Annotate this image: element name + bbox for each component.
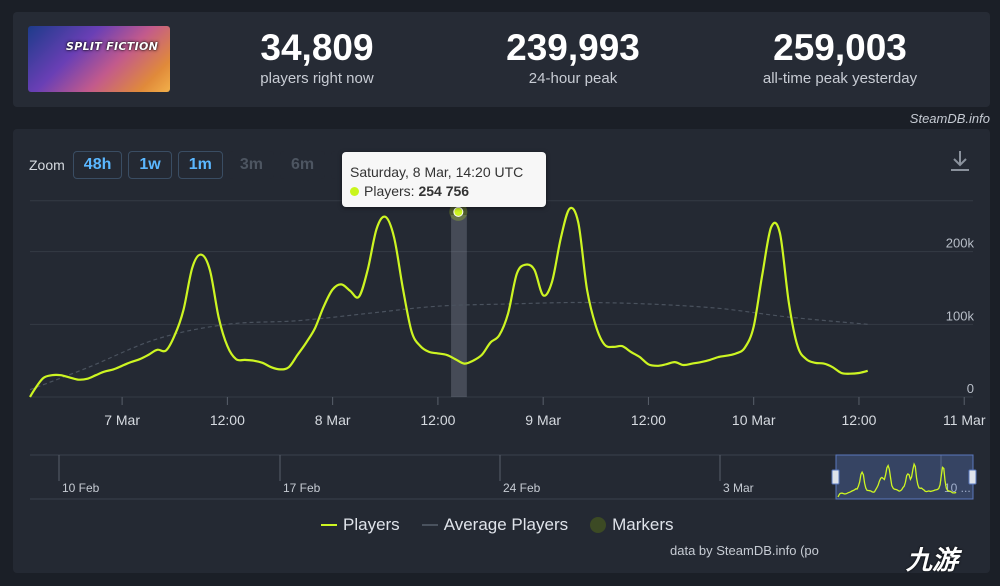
x-tick-label: 12:00 [210,412,245,428]
data-credit[interactable]: data by SteamDB.info (po [670,543,819,558]
navigator-players-line [837,462,957,498]
stat-players-now: 34,809 players right now [202,27,432,88]
legend-item-average[interactable]: Average Players [421,515,569,535]
tooltip-series-value: 254 756 [418,183,470,199]
chart-tooltip: Saturday, 8 Mar, 14:20 UTC Players: 254 … [342,152,546,207]
y-tick-label: 100k [946,308,975,323]
x-tick-label: 12:00 [841,412,876,428]
players-series-dot [350,187,359,196]
game-thumbnail[interactable]: SPLIT FICTION [28,26,170,92]
game-logo-text: SPLIT FICTION [66,40,159,53]
stats-bar: SPLIT FICTION 34,809 players right now 2… [13,12,990,107]
zoom-3m-button[interactable]: 3m [228,151,274,179]
stat-label: players right now [260,70,374,87]
legend-label: Players [343,515,400,534]
legend-label: Markers [612,515,674,534]
legend-item-markers[interactable]: Markers [590,515,674,535]
stat-value: 34,809 [260,27,374,68]
x-tick-label: 11 Mar [943,412,986,428]
stat-label: 24-hour peak [528,70,618,87]
player-chart[interactable]: 0 100k 200k 7 Mar 12:00 8 Mar 12:00 9 Mar 12:00 1… [13,129,990,573]
navigator-handle-right [968,469,977,485]
stat-24h-peak: 239,993 24-hour peak [458,27,688,88]
zoom-1w-button[interactable]: 1w [128,151,172,179]
y-tick-label: 0 [967,381,974,396]
chart-panel: 0 100k 200k 7 Mar 12:00 8 Mar 12:00 9 Mar 12:00 1… [13,129,990,573]
stat-all-time-peak: 259,003 all-time peak yesterday [725,27,955,88]
zoom-label: Zoom [29,157,65,173]
highlight-band [451,215,467,397]
navigator-label: 24 Feb [503,481,541,495]
navigator-label: 3 Mar [723,481,754,495]
x-tick-label: 12:00 [420,412,455,428]
chart-legend: Players Average Players Markers [321,515,696,535]
download-icon[interactable] [950,149,970,173]
stat-value: 239,993 [506,27,640,68]
x-tick-label: 12:00 [631,412,666,428]
tooltip-value-row: Players: 254 756 [350,183,469,199]
steamdb-watermark[interactable]: SteamDB.info [909,111,990,126]
x-tick-label: 10 Mar [732,412,776,428]
navigator-label: 10 Feb [62,481,100,495]
average-players-line [29,301,868,391]
average-swatch [421,524,438,526]
stat-value: 259,003 [773,27,907,68]
x-tick-label: 9 Mar [525,412,561,428]
zoom-1m-button[interactable]: 1m [177,151,223,179]
navigator-label: 17 Feb [283,481,321,495]
brand-logo: 九游 [906,545,959,575]
tooltip-date: Saturday, 8 Mar, 14:20 UTC [350,164,524,180]
navigator-handle-left [831,469,840,485]
legend-item-players[interactable]: Players [321,515,400,535]
highlight-point [453,206,464,217]
players-line [29,206,869,398]
x-tick-label: 8 Mar [315,412,351,428]
zoom-6m-button[interactable]: 6m [279,151,326,179]
players-swatch [321,524,337,526]
zoom-48h-button[interactable]: 48h [72,151,123,179]
stat-label: all-time peak yesterday [762,70,918,87]
tooltip-series-label: Players: [364,183,415,199]
x-tick-label: 7 Mar [104,412,140,428]
y-tick-label: 200k [946,236,975,251]
legend-label: Average Players [443,515,569,534]
markers-swatch [590,517,607,533]
